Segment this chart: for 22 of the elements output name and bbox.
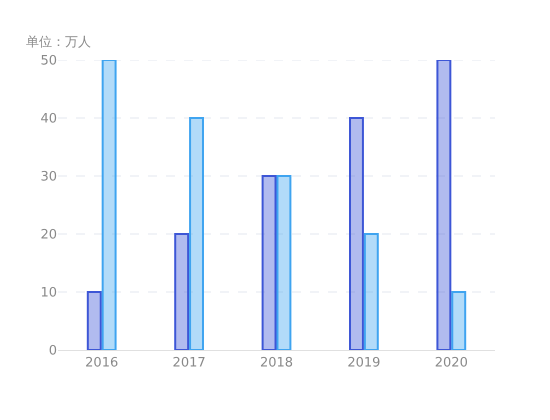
bar [86, 291, 102, 350]
x-tick-label: 2017 [172, 356, 206, 371]
y-tick-label: 10 [40, 286, 57, 301]
y-tick-label: 30 [40, 170, 57, 185]
y-axis-title: 单位：万人 [26, 35, 91, 50]
y-tick-label: 50 [40, 54, 57, 69]
y-tick-label: 20 [40, 228, 57, 243]
bar [349, 117, 364, 350]
bar [364, 233, 379, 350]
bar [262, 175, 277, 350]
bar [102, 60, 117, 350]
bar [276, 175, 292, 350]
bar [189, 117, 204, 350]
y-tick-label: 40 [40, 112, 57, 127]
bar [436, 60, 452, 350]
bar [174, 233, 190, 350]
x-tick-label: 2020 [434, 356, 468, 371]
x-tick-label: 2019 [347, 356, 380, 371]
x-tick-label: 2016 [85, 356, 118, 371]
bar [451, 291, 466, 350]
x-tick-label: 2018 [260, 356, 294, 371]
y-tick-label: 0 [48, 344, 57, 359]
